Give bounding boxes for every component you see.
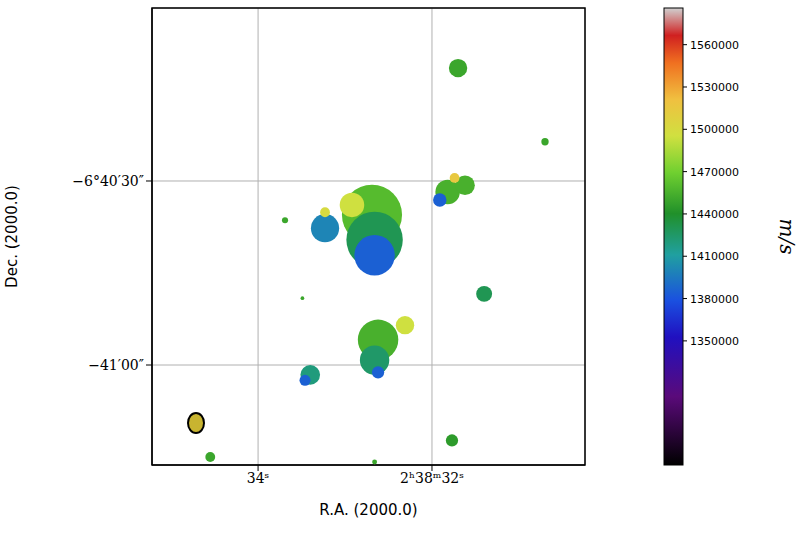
svg-text:m/s: m/s	[775, 219, 799, 255]
svg-text:1470000: 1470000	[690, 166, 739, 179]
svg-text:34ˢ: 34ˢ	[247, 470, 270, 486]
svg-text:1350000: 1350000	[690, 335, 739, 348]
svg-text:R.A. (2000.0): R.A. (2000.0)	[319, 501, 417, 519]
svg-text:−6°40′30″: −6°40′30″	[72, 173, 144, 189]
svg-text:−41′00″: −41′00″	[88, 357, 144, 373]
svg-text:1440000: 1440000	[690, 208, 739, 221]
svg-text:1560000: 1560000	[690, 39, 739, 52]
svg-text:Dec. (2000.0): Dec. (2000.0)	[3, 185, 21, 288]
svg-text:1500000: 1500000	[690, 123, 739, 136]
svg-text:1380000: 1380000	[690, 293, 739, 306]
svg-text:1530000: 1530000	[690, 81, 739, 94]
svg-text:2ʰ38ᵐ32ˢ: 2ʰ38ᵐ32ˢ	[400, 470, 464, 486]
svg-text:1410000: 1410000	[690, 250, 739, 263]
